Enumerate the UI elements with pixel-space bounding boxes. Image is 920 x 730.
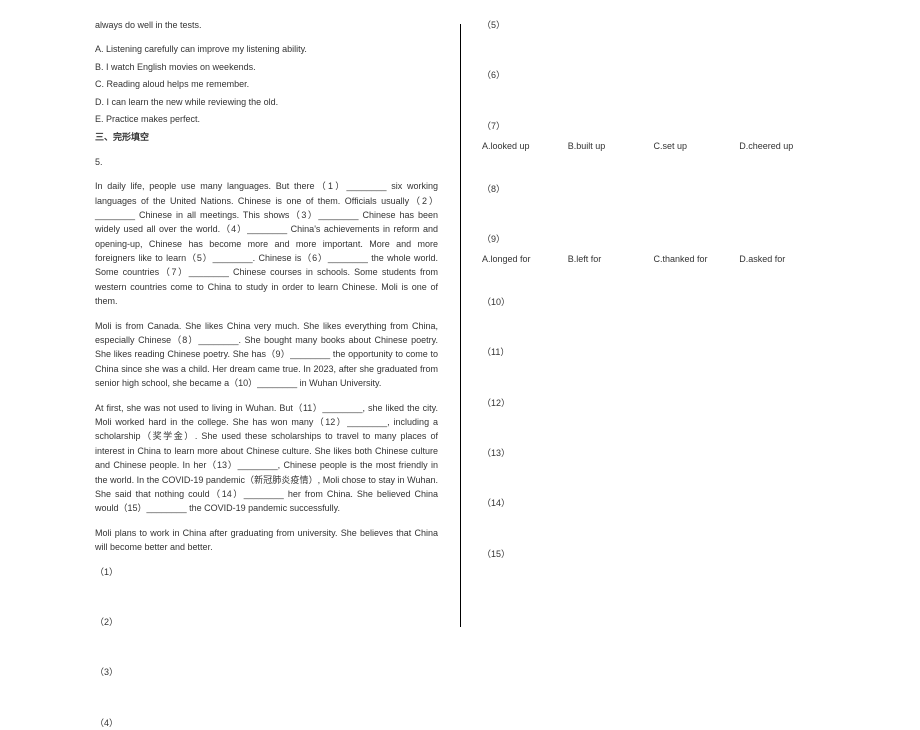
option-a: A. Listening carefully can improve my li… <box>95 42 438 56</box>
blank-9-opt-d: D.asked for <box>739 252 825 266</box>
blank-7-group: （7） A.looked up B.built up C.set up D.ch… <box>482 119 825 154</box>
passage-para-1: In daily life, people use many languages… <box>95 179 438 309</box>
blank-11: （11） <box>482 345 825 359</box>
blank-1: （1） <box>95 565 438 579</box>
blank-7-options: A.looked up B.built up C.set up D.cheere… <box>482 139 825 153</box>
passage-para-4: Moli plans to work in China after gradua… <box>95 526 438 555</box>
blank-13: （13） <box>482 446 825 460</box>
blank-9: （9） <box>482 232 825 246</box>
column-divider <box>460 24 461 627</box>
section-title: 三、完形填空 <box>95 130 438 144</box>
blank-7-opt-d: D.cheered up <box>739 139 825 153</box>
option-c: C. Reading aloud helps me remember. <box>95 77 438 91</box>
blank-3: （3） <box>95 665 438 679</box>
blank-9-opt-b: B.left for <box>568 252 654 266</box>
blank-15: （15） <box>482 547 825 561</box>
blank-6: （6） <box>482 68 825 82</box>
blank-9-group: （9） A.longed for B.left for C.thanked fo… <box>482 232 825 267</box>
blank-7-opt-a: A.looked up <box>482 139 568 153</box>
blank-5: （5） <box>482 18 825 32</box>
right-column: （5） （6） （7） A.looked up B.built up C.set… <box>460 0 920 651</box>
blank-4: （4） <box>95 716 438 730</box>
blank-10: （10） <box>482 295 825 309</box>
blank-9-opt-c: C.thanked for <box>654 252 740 266</box>
blank-14: （14） <box>482 496 825 510</box>
passage-para-3: At first, she was not used to living in … <box>95 401 438 516</box>
blank-7: （7） <box>482 119 825 133</box>
blank-9-opt-a: A.longed for <box>482 252 568 266</box>
blank-9-options: A.longed for B.left for C.thanked for D.… <box>482 252 825 266</box>
blank-8: （8） <box>482 182 825 196</box>
question-number: 5. <box>95 155 438 169</box>
lead-in-text: always do well in the tests. <box>95 18 438 32</box>
left-column: always do well in the tests. A. Listenin… <box>0 0 460 651</box>
passage-para-2: Moli is from Canada. She likes China ver… <box>95 319 438 391</box>
option-e: E. Practice makes perfect. <box>95 112 438 126</box>
blank-12: （12） <box>482 396 825 410</box>
blank-7-opt-c: C.set up <box>654 139 740 153</box>
blank-7-opt-b: B.built up <box>568 139 654 153</box>
blank-2: （2） <box>95 615 438 629</box>
option-b: B. I watch English movies on weekends. <box>95 60 438 74</box>
option-d: D. I can learn the new while reviewing t… <box>95 95 438 109</box>
